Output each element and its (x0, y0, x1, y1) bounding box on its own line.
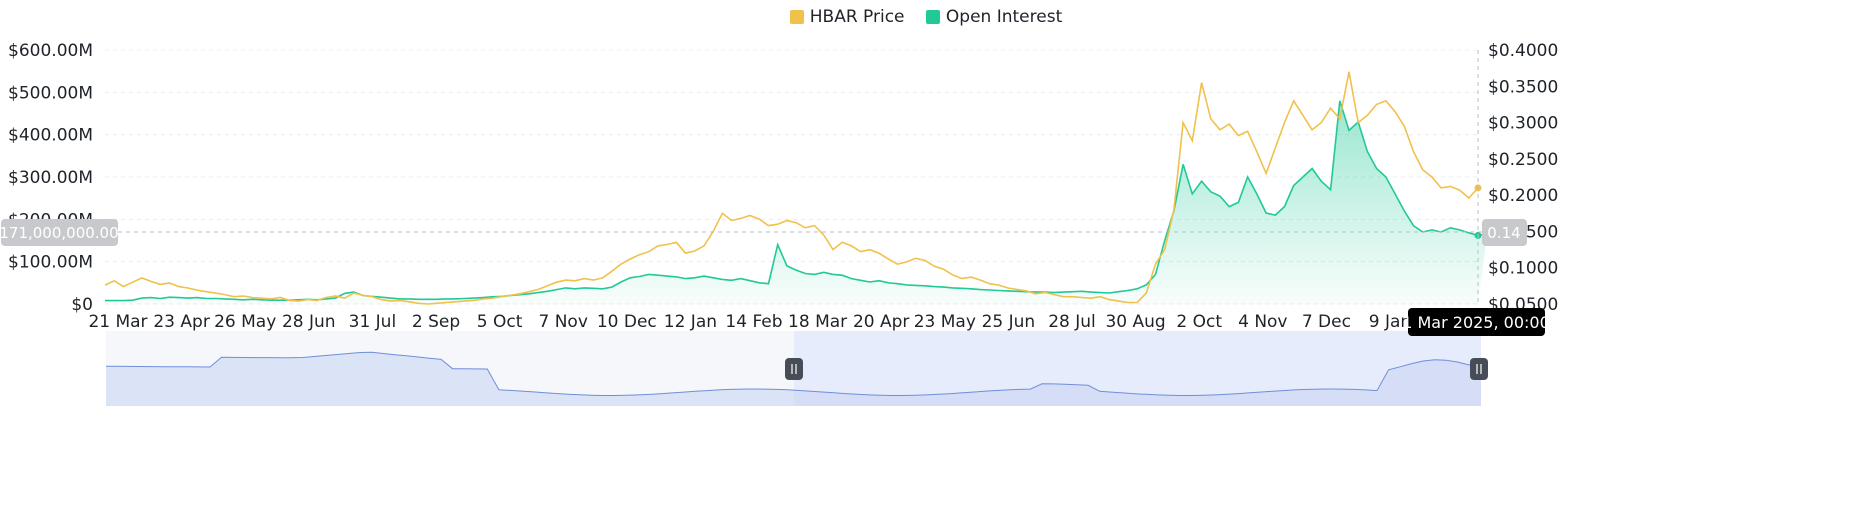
legend-label-price: HBAR Price (809, 7, 905, 27)
right-y-tick-label: $0.2000 (1488, 186, 1558, 206)
x-tick-label: 2 Oct (1176, 312, 1222, 332)
right-y-tick-label: $0.3000 (1488, 114, 1558, 134)
x-tick-label: 28 Jun (282, 312, 336, 332)
navigator-line (106, 351, 1482, 396)
navigator-right-handle[interactable] (1470, 358, 1488, 380)
left-y-tick-label: $500.00M (8, 83, 93, 103)
range-navigator[interactable] (106, 331, 1488, 406)
crosshair: 171,000,000.00 0.14 1 Mar 2025, 00:00 (0, 50, 1550, 336)
x-tick-label: 12 Jan (664, 312, 717, 332)
left-y-tick-label: $100.00M (8, 253, 93, 273)
handle-body (1470, 358, 1488, 380)
plot-series (104, 71, 1488, 305)
price-line (104, 71, 1479, 305)
x-tick-label: 4 Nov (1238, 312, 1287, 332)
left-y-axis: $0$100.00M$200.00M$300.00M$400.00M$500.0… (8, 41, 93, 315)
crosshair-left-box (1, 219, 118, 246)
x-tick-label: 7 Nov (538, 312, 587, 332)
crosshair-date-box (1408, 308, 1545, 336)
handle-body (785, 358, 803, 380)
left-y-tick-label: $0 (71, 295, 93, 315)
legend-label-open-interest: Open Interest (945, 7, 1063, 27)
right-y-tick-label: $0.4000 (1488, 41, 1558, 61)
crosshair-right-value: 0.14 (1487, 224, 1520, 242)
x-tick-label: 23 Apr (153, 312, 209, 332)
open-interest-swatch-icon (925, 10, 940, 24)
x-tick-label: 23 May (914, 312, 976, 332)
right-y-tick-label: $0.1000 (1488, 259, 1558, 279)
x-tick-label: 21 Mar (88, 312, 147, 332)
x-tick-label: 31 Jul (349, 312, 397, 332)
crosshair-date-label: 1 Mar 2025, 00:00 (1402, 313, 1550, 332)
navigator-left-handle[interactable] (785, 358, 803, 380)
x-tick-label: 20 Apr (853, 312, 909, 332)
x-tick-label: 10 Dec (597, 312, 657, 332)
x-tick-label: 7 Dec (1302, 312, 1351, 332)
price-swatch-icon (789, 10, 804, 24)
open-interest-line (105, 100, 1488, 302)
x-tick-label: 14 Feb (725, 312, 782, 332)
x-tick-label: 30 Aug (1105, 312, 1165, 332)
x-tick-label: 28 Jul (1048, 312, 1096, 332)
x-tick-label: 25 Jun (982, 312, 1036, 332)
right-y-tick-label: $0.3500 (1488, 77, 1558, 97)
left-y-tick-label: $600.00M (8, 41, 93, 61)
legend-item-open-interest[interactable]: Open Interest (925, 7, 1063, 27)
x-tick-label: 9 Jan (1369, 312, 1411, 332)
left-y-tick-label: $300.00M (8, 168, 93, 188)
x-tick-label: 26 May (214, 312, 276, 332)
crosshair-left-value: 171,000,000.00 (0, 224, 119, 242)
x-axis: 21 Mar 23 Apr 26 May 28 Jun 31 Jul 2 Sep 5 Oct… (88, 312, 1411, 332)
x-tick-label: 5 Oct (477, 312, 523, 332)
legend: HBAR Price Open Interest (0, 7, 1852, 29)
open-interest-area (105, 100, 1488, 304)
right-y-tick-label: $0.2500 (1488, 150, 1558, 170)
legend-item-price[interactable]: HBAR Price (789, 7, 905, 27)
left-y-tick-label: $400.00M (8, 126, 93, 146)
navigator-area (106, 352, 1481, 406)
x-tick-label: 2 Sep (412, 312, 460, 332)
right-y-axis: $0.0500$0.1000$0.1500$0.2000$0.2500$0.30… (1488, 41, 1558, 315)
x-tick-label: 18 Mar (788, 312, 847, 332)
crosshair-right-box (1482, 219, 1527, 246)
